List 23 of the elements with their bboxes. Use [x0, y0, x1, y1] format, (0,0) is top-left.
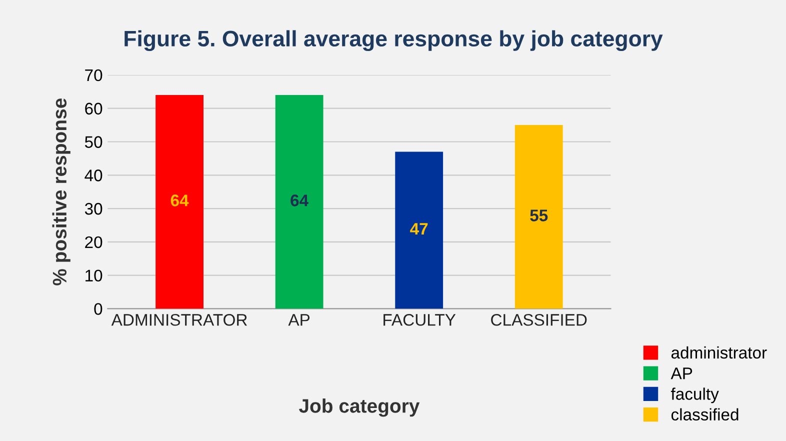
y-tick-label: 50: [84, 136, 102, 148]
y-tick-label: 10: [86, 270, 102, 282]
y-tick-label: 0: [94, 303, 102, 315]
x-tick-label: CLASSIFIED: [491, 314, 587, 326]
y-tick-label: 60: [85, 102, 102, 115]
x-axis-title: Job category: [298, 398, 420, 417]
x-tick-label: FACULTY: [384, 314, 456, 326]
x-tick-label: AP: [288, 314, 310, 326]
chart-title: Figure 5. Overall average response by job category: [124, 30, 663, 52]
legend-label: classified: [671, 408, 738, 420]
data-label: 64: [170, 194, 189, 206]
y-tick-label: 30: [84, 202, 102, 215]
data-label: 64: [290, 194, 308, 206]
legend-label: AP: [670, 368, 692, 380]
data-label: 55: [530, 210, 548, 222]
legend-label: administrator: [671, 346, 767, 359]
data-label: 47: [410, 223, 428, 235]
y-tick-label: 40: [84, 170, 102, 182]
y-tick-label: 20: [85, 236, 102, 248]
x-tick-label: ADMINISTRATOR: [111, 314, 247, 326]
y-axis-title: % positive response: [52, 98, 70, 286]
legend-label: faculty: [670, 388, 719, 404]
y-tick-label: 70: [85, 69, 102, 82]
